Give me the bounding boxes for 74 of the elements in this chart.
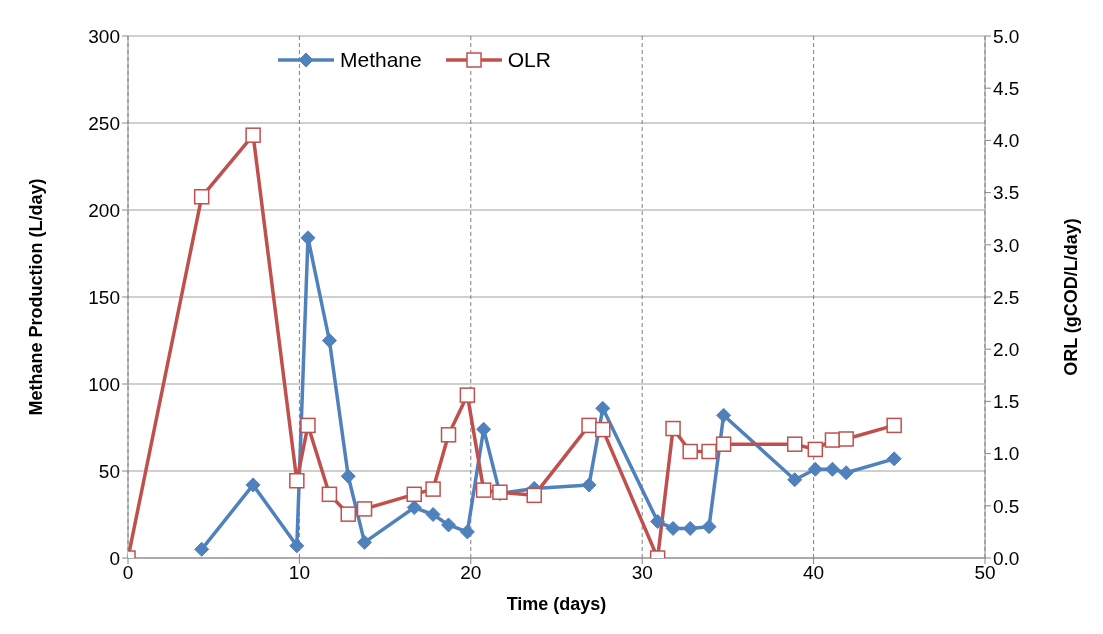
point [245, 127, 261, 143]
y2-tick-label: 5.0 [993, 25, 1020, 47]
point [406, 500, 422, 516]
x-tick-label: 30 [631, 562, 653, 584]
point [581, 477, 597, 493]
y2-tick-label: 0.0 [993, 547, 1020, 569]
y-axis-title: Methane Production (L/day) [26, 178, 47, 416]
point [476, 421, 492, 437]
y2-tick-label: 2.5 [993, 286, 1020, 308]
x-tick-label: 10 [288, 562, 310, 584]
point [526, 487, 542, 504]
point [425, 481, 441, 497]
point [807, 461, 823, 477]
y2-tick-label: 3.5 [993, 182, 1020, 204]
x-tick-label: 0 [122, 562, 134, 584]
point [787, 436, 803, 452]
point [807, 441, 824, 458]
point [665, 420, 681, 437]
point [340, 506, 356, 522]
point [716, 407, 732, 423]
point [425, 507, 441, 522]
point [245, 477, 261, 493]
y-tick-label: 0 [109, 547, 120, 569]
point [459, 387, 476, 403]
point [715, 436, 732, 452]
point [406, 486, 422, 503]
point [581, 417, 597, 434]
y2-tick-label: 1.0 [993, 443, 1020, 465]
point [650, 513, 666, 529]
y-tick-label: 150 [88, 286, 120, 308]
y-tick-label: 300 [88, 25, 120, 47]
y2-tick-label: 3.0 [993, 234, 1020, 256]
point [340, 468, 356, 484]
x-tick-label: 40 [803, 562, 825, 584]
y2-axis-title: ORL (gCOD/L/day) [1061, 218, 1082, 376]
point [701, 443, 717, 460]
point [300, 417, 316, 434]
y-tick-label: 200 [88, 199, 120, 221]
point [838, 431, 854, 447]
y-tick-label: 100 [88, 373, 120, 395]
point [441, 517, 457, 533]
y2-tick-label: 4.0 [993, 130, 1020, 152]
point [886, 417, 902, 434]
point [356, 501, 373, 517]
point [595, 400, 611, 416]
point [682, 443, 698, 460]
y2-tick-label: 2.0 [993, 338, 1020, 360]
legend-label: OLR [507, 48, 551, 72]
point [194, 541, 210, 557]
point [321, 333, 337, 348]
y-tick-label: 50 [98, 460, 120, 482]
point [289, 538, 305, 554]
y2-tick-label: 4.5 [993, 77, 1020, 99]
point [475, 482, 492, 498]
point [193, 189, 210, 205]
point [289, 472, 305, 489]
point [595, 421, 611, 438]
point [357, 534, 373, 550]
x-tick-label: 20 [460, 562, 482, 584]
point [824, 461, 840, 477]
point [787, 472, 803, 488]
point [701, 519, 717, 535]
y2-tick-label: 0.5 [993, 495, 1020, 517]
point [665, 520, 681, 536]
point [459, 524, 475, 540]
legend-label: Methane [340, 48, 422, 72]
y2-tick-label: 1.5 [993, 391, 1020, 413]
point [682, 520, 698, 536]
point [440, 427, 457, 443]
point [838, 465, 854, 481]
x-axis-title: Time (days) [506, 594, 607, 614]
point [321, 486, 338, 503]
y-tick-label: 250 [88, 112, 120, 134]
point [886, 451, 902, 467]
